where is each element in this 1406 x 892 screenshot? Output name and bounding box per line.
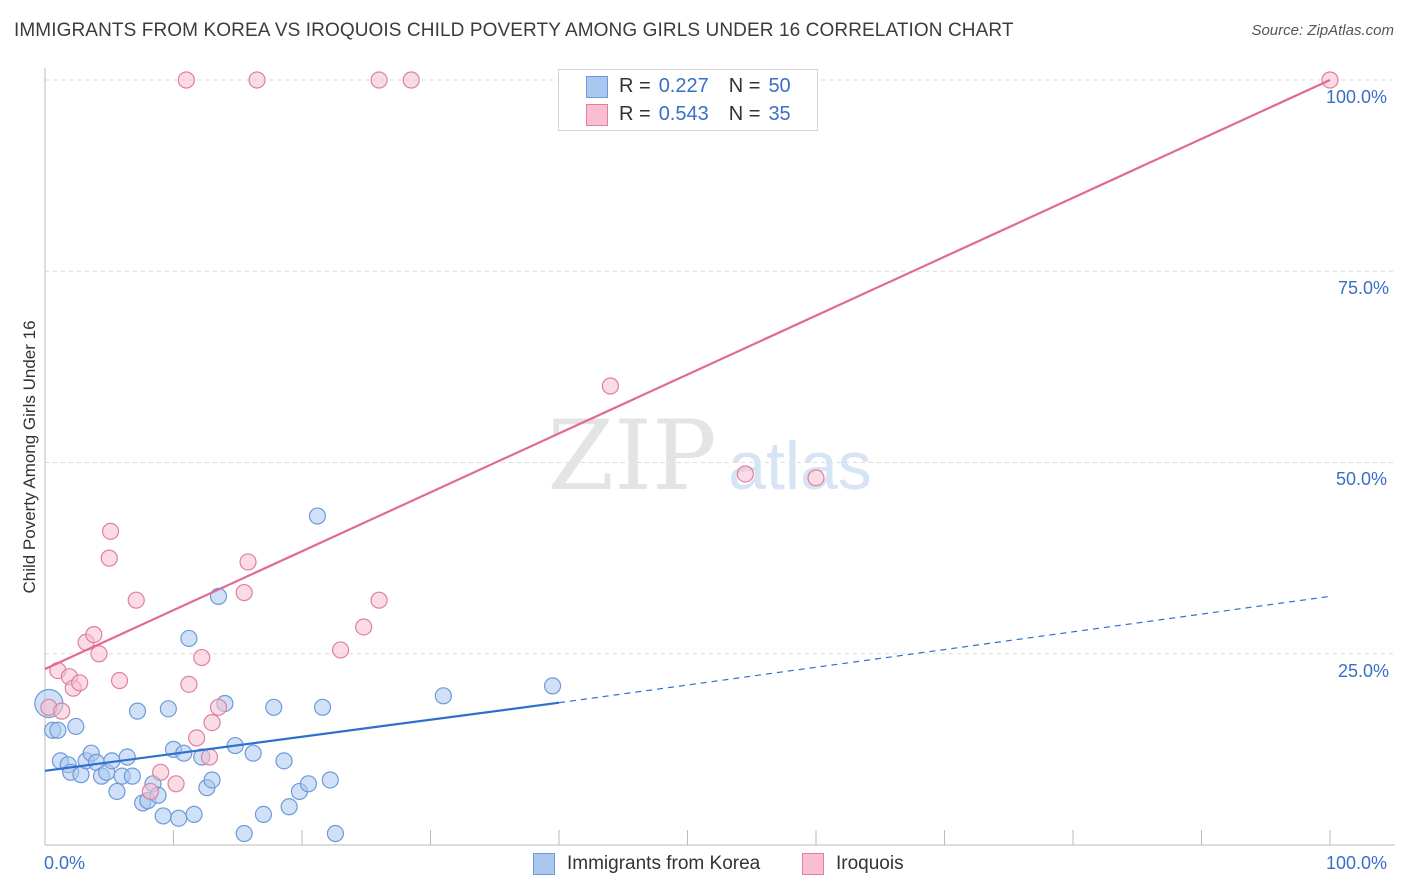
iroquois-point [235, 583, 253, 602]
korea-point [244, 744, 262, 762]
watermark: ZIP atlas [547, 400, 871, 512]
korea-point [265, 698, 283, 716]
iroquois-point [71, 674, 89, 692]
korea-point [280, 798, 298, 816]
korea-point [123, 767, 141, 785]
legend-n-value: 35 [768, 102, 791, 125]
korea-point [154, 807, 172, 825]
korea-point [313, 698, 332, 716]
iroquois-point [203, 713, 221, 732]
bottom-legend-swatch-korea [533, 853, 555, 875]
iroquois-point [209, 698, 228, 716]
iroquois-point [355, 618, 373, 636]
iroquois-point [85, 626, 103, 644]
iroquois-point [239, 553, 257, 571]
iroquois-point [807, 469, 825, 487]
korea-point [159, 700, 177, 718]
y-tick-75: 75.0% [1338, 278, 1390, 298]
legend-r-label: R = [619, 102, 651, 125]
axes [44, 68, 1395, 846]
korea-point [254, 805, 273, 824]
iroquois-point [101, 522, 120, 540]
korea-trend-extension [558, 595, 1331, 704]
legend-swatch-iroquois [586, 104, 608, 126]
iroquois-point [53, 702, 71, 720]
iroquois-point [601, 377, 620, 395]
korea-point [128, 702, 147, 720]
bottom-legend-korea: Immigrants from Korea [533, 852, 760, 876]
iroquois-point [152, 763, 170, 781]
korea-point [235, 824, 253, 843]
iroquois-trend-line [44, 79, 1331, 671]
y-axis-title: Child Poverty Among Girls Under 16 [20, 320, 39, 594]
y-tick-100: 100.0% [1326, 87, 1388, 107]
bottom-legend-iroquois: Iroquois [802, 852, 904, 876]
iroquois-point [370, 71, 388, 89]
iroquois-point [370, 591, 388, 609]
correlation-legend: R = 0.227 N = 50 R = 0.543 N = 35 [558, 69, 818, 131]
bottom-legend-swatch-iroquois [802, 853, 824, 875]
korea-point [326, 824, 345, 843]
iroquois-point [90, 645, 108, 663]
korea-point [170, 809, 188, 827]
korea-trend-line [44, 701, 560, 772]
korea-point [49, 721, 67, 739]
legend-r-label: R = [619, 74, 651, 97]
korea-point [67, 717, 85, 736]
legend-r-value: 0.227 [658, 74, 709, 97]
iroquois-point [167, 775, 185, 793]
iroquois-point [248, 71, 266, 89]
iroquois-point [331, 641, 350, 659]
korea-point [209, 587, 228, 605]
trend-lines [44, 79, 1331, 772]
korea-point [299, 775, 318, 793]
iroquois-point [736, 465, 754, 483]
legend-n-label: N = [728, 74, 761, 97]
iroquois-point [200, 748, 219, 766]
iroquois-point [177, 71, 195, 89]
chart-title: IMMIGRANTS FROM KOREA VS IROQUOIS CHILD … [14, 20, 1014, 41]
legend-row-korea: R = 0.227 N = 50 [586, 74, 791, 98]
iroquois-point [188, 729, 206, 747]
korea-point [203, 771, 221, 789]
legend-n-value: 50 [768, 74, 791, 97]
y-tick-50: 50.0% [1336, 469, 1388, 489]
chart-source: Source: ZipAtlas.com [1251, 22, 1394, 39]
x-tick-100: 100.0% [1326, 853, 1388, 873]
bottom-legend-label-iroquois: Iroquois [836, 853, 904, 874]
watermark-zip: ZIP [547, 400, 716, 512]
iroquois-point [193, 648, 211, 667]
korea-point [275, 752, 293, 770]
korea-point [180, 629, 198, 648]
legend-r-value: 0.543 [658, 102, 709, 125]
korea-point [118, 748, 136, 766]
iroquois-point [110, 671, 129, 690]
legend-n-label: N = [728, 102, 761, 125]
iroquois-point [180, 675, 198, 693]
legend-row-iroquois: R = 0.543 N = 35 [586, 102, 791, 126]
iroquois-point [141, 782, 159, 801]
iroquois-point [402, 71, 420, 89]
data-points [34, 71, 1339, 843]
bottom-legend-label-korea: Immigrants from Korea [567, 853, 761, 874]
korea-point [321, 771, 339, 789]
korea-point [543, 677, 562, 695]
korea-point [308, 507, 327, 525]
watermark-atlas: atlas [728, 428, 872, 504]
iroquois-point [127, 591, 145, 609]
korea-point [434, 687, 452, 705]
y-tick-25: 25.0% [1338, 661, 1390, 681]
korea-point [108, 782, 126, 801]
iroquois-point [100, 549, 118, 567]
x-tick-0: 0.0% [44, 853, 86, 873]
legend-swatch-korea [586, 76, 608, 98]
korea-point [185, 805, 203, 824]
